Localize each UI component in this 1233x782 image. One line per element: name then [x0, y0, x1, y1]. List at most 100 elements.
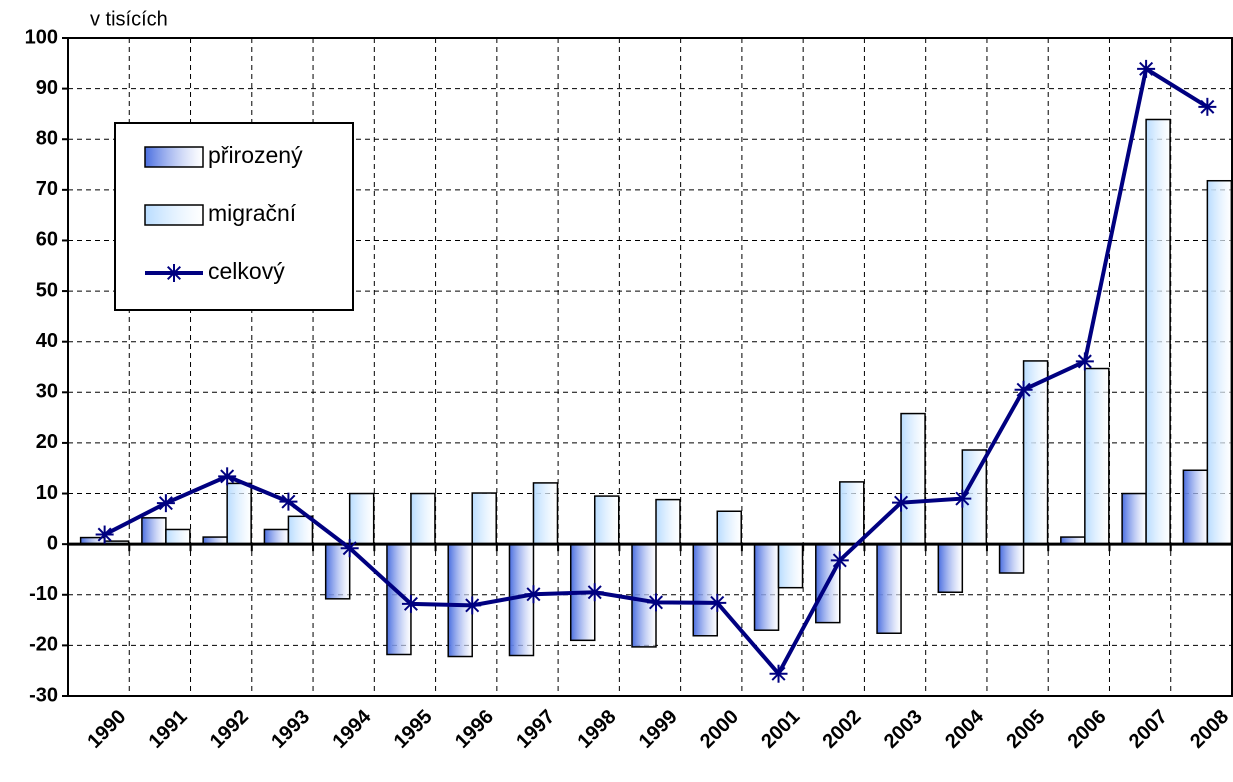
bar — [1145, 118, 1171, 545]
y-axis-label: v tisících — [90, 8, 168, 30]
marker-stroke — [955, 491, 970, 506]
marker — [830, 551, 849, 570]
y-tick-label: -30 — [29, 684, 58, 706]
x-tick-label: 2004 — [941, 705, 989, 753]
bar — [410, 492, 436, 545]
bar — [348, 492, 375, 545]
marker — [218, 467, 237, 486]
y-tick-label: 40 — [36, 330, 58, 352]
bar — [1206, 179, 1233, 545]
x-tick-label: 1990 — [83, 706, 130, 753]
marker — [156, 494, 175, 513]
x-tick-label: 1992 — [206, 706, 253, 753]
bar — [900, 412, 926, 545]
bar — [287, 515, 314, 545]
marker-stroke — [220, 469, 235, 484]
bar — [753, 543, 780, 631]
y-tick-label: 90 — [36, 77, 58, 99]
marker — [340, 539, 359, 558]
legend-marker — [165, 264, 183, 282]
bar — [1121, 492, 1147, 545]
legend-label: celkový — [208, 258, 285, 284]
bar — [263, 528, 290, 545]
legend-swatch — [144, 204, 204, 226]
x-tick-label: 1994 — [328, 705, 376, 753]
marker-stroke — [771, 666, 786, 681]
bar — [631, 543, 657, 648]
x-tick-label: 1996 — [451, 706, 498, 753]
x-tick-label: 2003 — [880, 706, 927, 753]
marker — [1137, 59, 1156, 78]
marker — [95, 525, 114, 544]
marker-stroke — [465, 598, 480, 613]
legend-label: migrační — [208, 200, 297, 226]
y-tick-label: 80 — [36, 128, 58, 150]
bar — [226, 482, 252, 545]
bar — [532, 482, 559, 545]
marker-stroke — [403, 596, 418, 611]
marker-stroke — [710, 595, 725, 610]
bar — [961, 449, 988, 545]
marker — [769, 664, 788, 683]
marker — [892, 493, 911, 512]
marker — [647, 593, 665, 612]
marker-stroke — [648, 595, 664, 610]
x-tick-label: 1998 — [573, 706, 620, 753]
marker — [1075, 352, 1094, 371]
x-tick-label: 2000 — [696, 706, 743, 753]
bar — [1084, 367, 1110, 545]
y-tick-label: 10 — [36, 482, 58, 504]
bar — [165, 528, 191, 545]
bar — [716, 510, 743, 545]
marker-stroke — [281, 494, 296, 509]
bar — [655, 498, 681, 545]
legend-swatch — [144, 146, 204, 168]
bar — [447, 543, 473, 658]
bar — [593, 495, 620, 545]
marker — [1198, 97, 1217, 116]
x-tick-label: 1999 — [635, 706, 682, 753]
y-tick-label: 0 — [47, 532, 58, 554]
x-tick-label: 2002 — [819, 706, 866, 753]
marker-stroke — [158, 496, 173, 511]
bar — [692, 543, 719, 637]
marker-stroke — [1016, 382, 1031, 397]
bar — [1182, 469, 1209, 545]
bar — [777, 543, 804, 589]
marker-stroke — [166, 265, 182, 281]
x-tick-label: 2007 — [1125, 706, 1172, 753]
x-tick-label: 1993 — [267, 706, 314, 753]
y-tick-label: 60 — [36, 229, 58, 251]
x-tick-label: 1995 — [390, 706, 437, 753]
marker-stroke — [1139, 61, 1154, 76]
x-tick-label: 2001 — [757, 706, 804, 753]
marker-stroke — [894, 495, 909, 510]
x-tick-label: 2008 — [1186, 706, 1233, 753]
marker — [953, 489, 972, 508]
bar — [1022, 360, 1049, 545]
marker — [524, 585, 543, 604]
y-tick-label: 50 — [36, 279, 58, 301]
marker — [708, 593, 727, 612]
x-tick-label: 1991 — [145, 706, 192, 753]
marker-stroke — [1200, 99, 1215, 114]
x-tick-label: 1997 — [512, 706, 559, 753]
marker-stroke — [587, 585, 602, 600]
bar — [937, 543, 964, 593]
marker — [401, 594, 420, 613]
y-tick-label: 100 — [25, 26, 58, 48]
y-tick-label: 20 — [36, 431, 58, 453]
bar — [998, 543, 1025, 574]
y-tick-label: -20 — [29, 634, 58, 656]
y-tick-label: -10 — [29, 583, 58, 605]
marker — [279, 492, 298, 511]
marker-stroke — [97, 527, 112, 542]
marker-stroke — [526, 587, 541, 602]
marker-stroke — [342, 541, 357, 556]
y-tick-label: 30 — [36, 381, 58, 403]
marker — [585, 583, 604, 602]
marker — [463, 596, 482, 615]
x-tick-label: 2005 — [1002, 706, 1049, 753]
bar — [839, 481, 865, 545]
